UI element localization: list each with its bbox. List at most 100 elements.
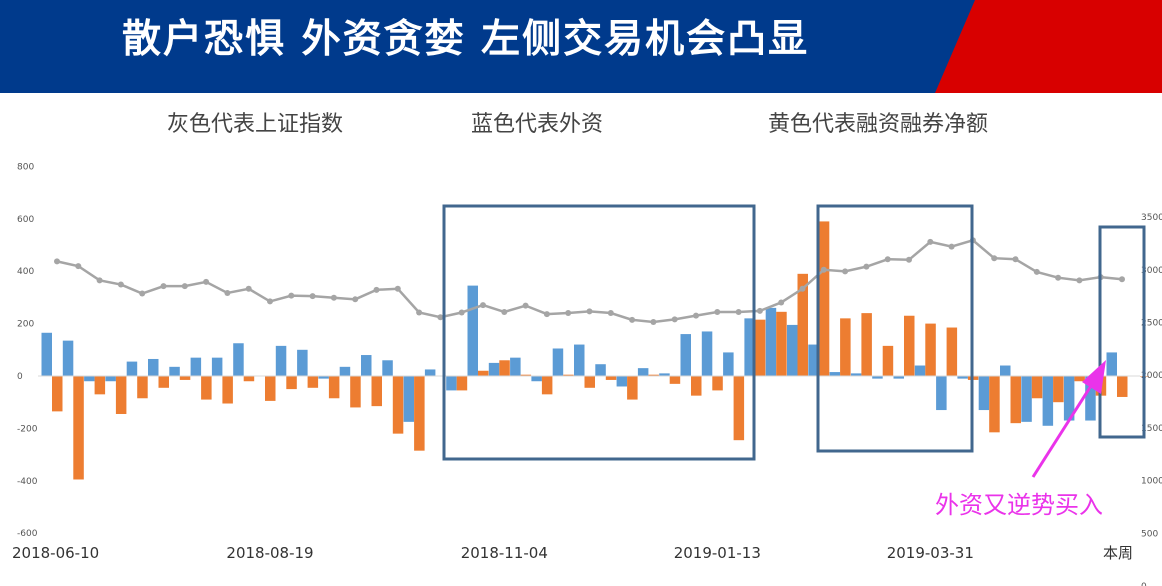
margin-bar (648, 374, 659, 376)
index-point (1033, 268, 1040, 275)
index-point (927, 238, 934, 245)
right-tick-label: 0 (1141, 582, 1147, 586)
margin-bar (989, 376, 1000, 433)
foreign-bar (41, 332, 52, 376)
foreign-bars (41, 285, 1139, 426)
index-point (224, 289, 231, 296)
index-point (416, 309, 423, 316)
index-point (522, 302, 529, 309)
foreign-bar (595, 364, 606, 376)
foreign-bar (680, 334, 691, 376)
right-tick-label: 2500 (1141, 319, 1162, 329)
left-tick-label: 200 (17, 320, 34, 330)
foreign-bar (1021, 376, 1032, 422)
highlight-box (1098, 225, 1146, 439)
x-tick-label: 2018-11-04 (461, 544, 548, 562)
foreign-bar (105, 376, 116, 382)
index-point (458, 309, 465, 316)
index-point (714, 308, 721, 315)
margin-bar (94, 376, 106, 395)
foreign-bar (211, 357, 223, 376)
foreign-bar (126, 361, 138, 376)
margin-bar (414, 376, 425, 451)
right-axis-ticks: 0 500 1000 1500 2000 2500 3000 3500 (1141, 213, 1162, 586)
foreign-bar (424, 369, 436, 376)
index-point (267, 298, 273, 305)
annotation-text: 外资又逆势买入 (935, 491, 1103, 519)
margin-bar (627, 376, 638, 400)
x-tick-label: 2019-01-13 (674, 544, 761, 562)
margin-bar (1074, 376, 1085, 382)
foreign-bar (1106, 352, 1117, 376)
foreign-bar (829, 372, 841, 376)
margin-bar (946, 327, 958, 376)
foreign-bar (403, 376, 415, 422)
right-tick-label: 2000 (1141, 371, 1162, 381)
x-tick-label: 本周 (1103, 544, 1133, 562)
foreign-bar (637, 368, 649, 376)
foreign-bar (957, 376, 968, 379)
margin-bar (179, 376, 191, 380)
annotation-arrow (1031, 377, 1098, 478)
legend-index: 灰色代表上证指数 (167, 112, 344, 137)
left-tick-label: 800 (17, 162, 34, 172)
header-red-accent (935, 0, 1162, 93)
x-tick-label: 2018-06-10 (12, 544, 99, 562)
index-point (991, 255, 998, 262)
margin-bar (350, 376, 361, 408)
index-point (820, 266, 827, 273)
foreign-bar (1000, 365, 1011, 376)
index-point (203, 278, 210, 285)
margin-bar (478, 370, 489, 376)
margin-bar (73, 376, 84, 480)
highlight-box (442, 204, 756, 461)
margin-bar (712, 376, 723, 391)
foreign-bar (616, 376, 628, 387)
foreign-bar (190, 357, 202, 376)
foreign-bar (552, 348, 564, 376)
foreign-bar (488, 362, 500, 376)
index-point (54, 258, 60, 265)
foreign-bar (446, 376, 457, 391)
margin-bar (115, 376, 127, 414)
margin-bar (691, 376, 702, 396)
foreign-bar (659, 373, 670, 376)
foreign-bar (148, 358, 159, 376)
foreign-bar (744, 318, 755, 376)
index-point (948, 243, 955, 250)
foreign-bar (84, 376, 95, 382)
foreign-bar (787, 324, 798, 376)
foreign-bar (169, 366, 180, 376)
index-points (54, 237, 1125, 325)
right-tick-label: 1000 (1141, 477, 1162, 487)
foreign-bar (978, 376, 990, 411)
margin-bar (563, 374, 574, 376)
annotation-arrowhead (1082, 360, 1106, 394)
margin-bar (904, 315, 915, 376)
left-tick-label: 400 (17, 267, 34, 277)
foreign-bar (361, 355, 372, 376)
index-point (735, 308, 742, 315)
margin-bar (307, 376, 319, 388)
index-point (543, 311, 550, 318)
margin-bar (158, 376, 169, 388)
margin-bar (1031, 376, 1043, 399)
index-point (693, 312, 699, 319)
index-point (309, 293, 316, 300)
margin-bar (243, 376, 255, 382)
margin-bar (882, 345, 894, 376)
foreign-bar (574, 344, 585, 376)
foreign-bar (339, 366, 351, 376)
x-axis-labels: 2018-06-10 2018-08-19 2018-11-04 2019-01-13… (12, 544, 1133, 562)
index-point (650, 318, 657, 325)
margin-bar (137, 376, 148, 399)
margin-bar (776, 311, 787, 376)
left-axis-ticks: -600 -400 -200 0 200 400 600 800 (17, 162, 38, 539)
header-banner (0, 0, 1162, 93)
foreign-bar (382, 360, 393, 376)
margin-bar (840, 318, 851, 376)
legend-margin: 黄色代表融资融券净额 (768, 112, 989, 137)
foreign-bar (297, 349, 308, 376)
foreign-bar (808, 344, 819, 376)
